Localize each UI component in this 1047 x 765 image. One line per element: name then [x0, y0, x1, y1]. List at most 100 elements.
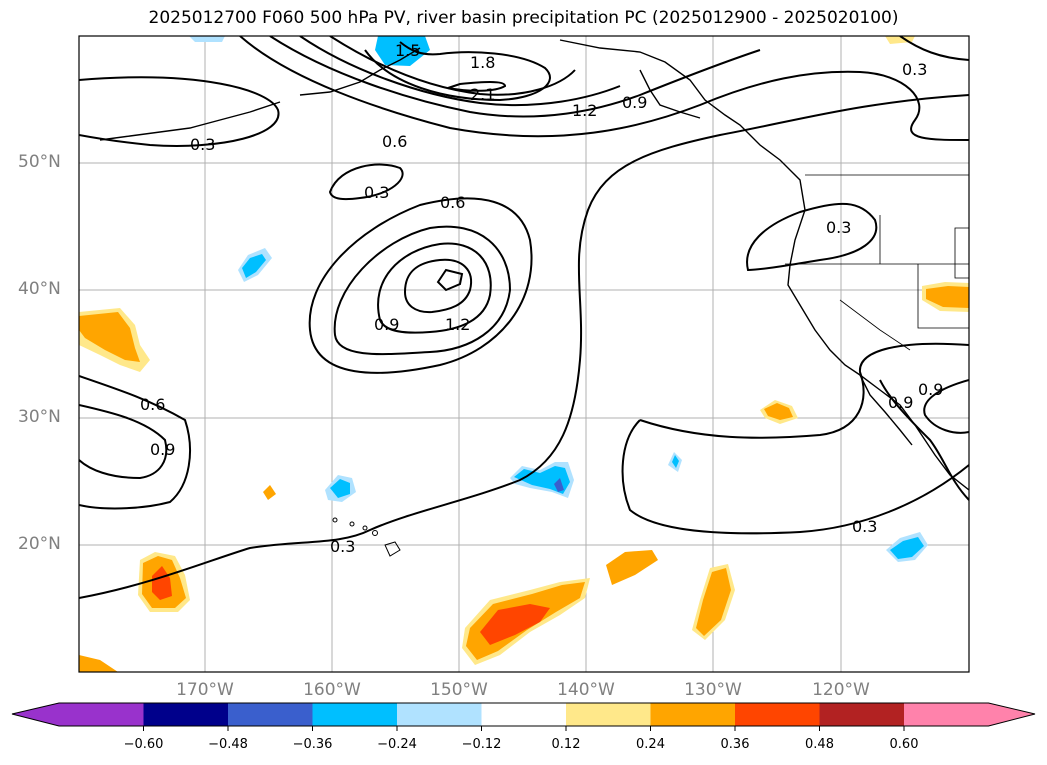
colorbar-tick-label: 0.12 [551, 737, 581, 752]
colorbar-tick-label: −0.60 [123, 737, 164, 752]
precip-area-135w-20n [606, 550, 658, 585]
colorbar-tick-label: −0.36 [292, 737, 333, 752]
pv-contour-0.3-long [79, 94, 969, 599]
colorbar-swatch-5 [481, 703, 566, 726]
lon-label-150w: 150°W [430, 680, 488, 700]
lat-label-30n: 30°N [18, 407, 61, 427]
pv-contour-0.3-mid [328, 163, 404, 201]
colorbar-outline [11, 702, 1036, 727]
hawaii-islands [332, 517, 401, 557]
colorbar-tick-label: 0.36 [720, 737, 750, 752]
contour-label: 0.3 [902, 60, 927, 79]
colorbar-extend-max [988, 703, 1035, 726]
colorbar-tick-label: 0.24 [636, 737, 665, 752]
precip-area-141w-25n-peak [554, 478, 564, 492]
pv-contour-0.6-west [79, 375, 191, 510]
pv-contour-0.3-nw [79, 76, 280, 147]
map-frame-bg [79, 36, 969, 672]
coastline-alaska-panhandle [639, 69, 701, 119]
contour-label: 0.9 [622, 93, 647, 112]
contour-label: 0.3 [190, 135, 215, 154]
contour-label: 1.2 [445, 315, 470, 334]
lon-label-120w: 120°W [812, 680, 870, 700]
lon-label-130w: 130°W [684, 680, 742, 700]
pv-contour-0.3-east-a [639, 342, 969, 439]
pv-contour-1.8-low [436, 268, 464, 292]
contour-label: 0.9 [374, 315, 399, 334]
coastline-baja [859, 374, 913, 446]
pv-contour-2.1 [447, 81, 507, 92]
precip-area-125w-30n-core [764, 403, 793, 420]
pv-contour-0.3-ne [899, 36, 969, 61]
precip-area-145w-core [480, 604, 550, 645]
border-state-3 [917, 264, 969, 329]
colorbar-swatch-2 [228, 703, 313, 726]
contour-label: 0.9 [888, 393, 913, 412]
contour-label: 0.9 [918, 380, 943, 399]
contour-label-group: 1.5 1.8 2.1 1.2 0.9 0.3 0.6 0.3 0.6 0.3 … [140, 41, 943, 556]
colorbar-swatch-7 [650, 703, 735, 726]
contour-label: 2.1 [470, 85, 495, 104]
colorbar-swatch-9 [819, 703, 904, 726]
contour-label: 0.6 [440, 193, 465, 212]
pv-contour-1.2-low [377, 242, 492, 334]
coastline-north-america [559, 39, 969, 491]
lat-label-40n: 40°N [18, 279, 61, 299]
contour-label: 0.3 [826, 218, 851, 237]
contour-label: 1.8 [470, 53, 495, 72]
colorbar-tick-label: 0.60 [889, 737, 919, 752]
pv-contour-0.6-low [308, 197, 533, 374]
precip-area-116w-19n-core [890, 537, 924, 559]
precip-area-alaska [375, 36, 430, 66]
precip-positive-areas [79, 36, 969, 672]
pv-contour-0.9-baja [923, 379, 969, 434]
coastline-aleutians [299, 47, 421, 96]
lon-label-160w: 160°W [303, 680, 361, 700]
colorbar-tick-label: 0.48 [805, 737, 834, 752]
pv-contour-0.9-north [269, 36, 761, 118]
colorbar-swatch-0 [59, 703, 144, 726]
precip-area-sw-corner [79, 655, 118, 672]
colorbar-tick-label: −0.12 [461, 737, 502, 752]
precip-area-west-38n-core [79, 312, 140, 362]
pv-contour-1.5-low [403, 258, 473, 314]
colorbar-tick-label: −0.24 [377, 737, 417, 752]
lat-label-50n: 50°N [18, 152, 61, 172]
precip-area-133w-26n-core [672, 455, 679, 468]
precip-area-112w-40n-core [926, 286, 969, 308]
contour-label: 0.3 [364, 183, 389, 202]
contour-label: 0.3 [330, 537, 355, 556]
colorbar [11, 702, 1036, 731]
lat-label-20n: 20°N [18, 534, 61, 554]
contour-label: 1.5 [395, 41, 420, 60]
map-title: 2025012700 F060 500 hPa PV, river basin … [148, 8, 899, 28]
pv-contour-1.8 [364, 41, 551, 102]
precip-negative-areas [189, 36, 928, 562]
border-state-4 [839, 299, 911, 351]
colorbar-swatch-6 [566, 703, 651, 726]
precip-area-159w-24n-core [330, 479, 350, 498]
lon-label-140w: 140°W [557, 680, 615, 700]
border-state-5 [954, 227, 969, 279]
pv-contour-0.3-coast [746, 202, 878, 272]
precip-area-165w-42n-core [242, 254, 266, 278]
pv-contour-0.3-east-b [621, 419, 969, 535]
coastline-aleutian-chain [99, 101, 281, 141]
contour-label: 0.6 [382, 132, 407, 151]
colorbar-swatch-1 [143, 703, 228, 726]
precip-area-131w-core [696, 568, 731, 636]
borders [785, 174, 969, 351]
graticule [79, 36, 969, 672]
colorbar-swatch-4 [397, 703, 482, 726]
colorbar-swatch-3 [312, 703, 397, 726]
contour-label: 1.2 [572, 101, 597, 120]
colorbar-extend-min [12, 703, 59, 726]
contour-label: 0.6 [140, 395, 165, 414]
precip-area-top-left [189, 36, 225, 42]
pv-contour-0.9-low [333, 225, 512, 356]
colorbar-swatch-8 [735, 703, 820, 726]
map-frame [78, 35, 970, 673]
pv-contour-1.2-north [299, 36, 621, 107]
contour-label: 0.9 [150, 440, 175, 459]
